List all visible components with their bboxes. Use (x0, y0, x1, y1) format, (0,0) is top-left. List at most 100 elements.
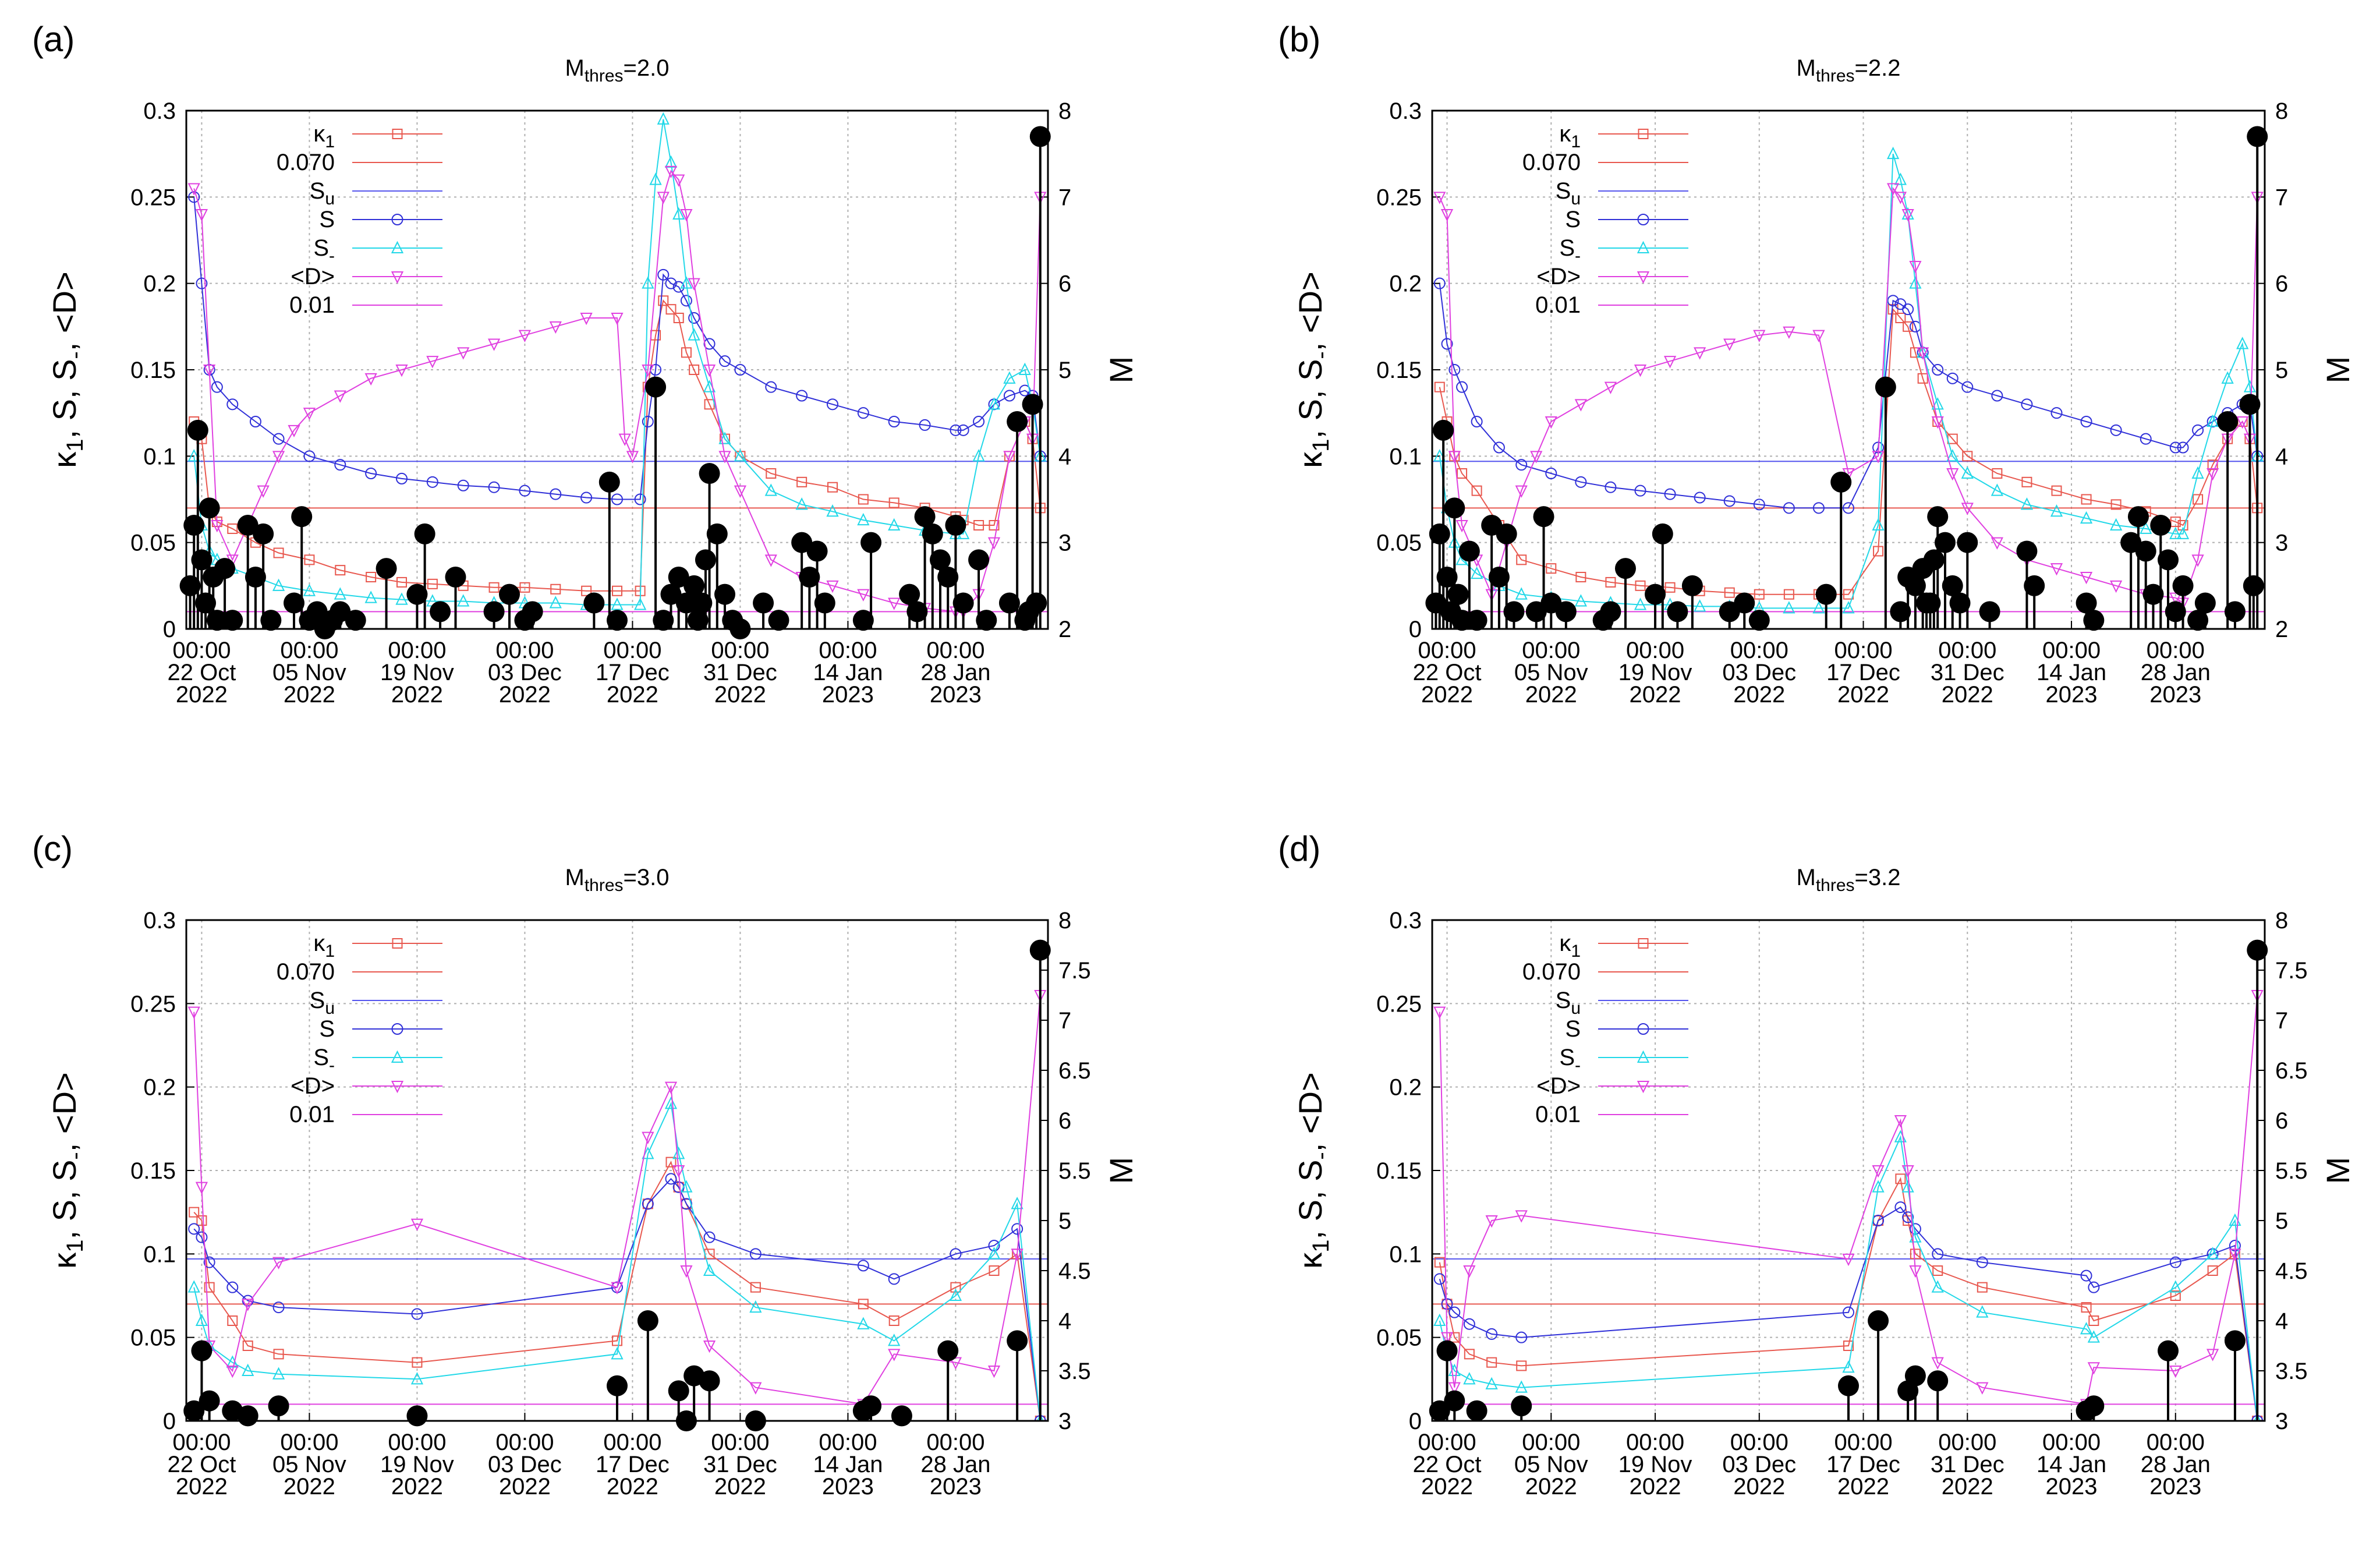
stem-point (1451, 610, 1473, 631)
data-point (1448, 364, 1461, 376)
x-tick-label: 2023 (822, 682, 874, 708)
data-point (1441, 338, 1453, 350)
stem-point (930, 549, 951, 571)
data-point (395, 592, 408, 605)
x-tick-label: 00:00 (711, 1430, 769, 1455)
x-tick-label: 2022 (1630, 682, 1681, 708)
data-point (549, 596, 562, 609)
series-circle (188, 191, 1046, 505)
data-point (734, 485, 747, 498)
y-tick-label: 0.1 (143, 444, 176, 469)
x-tick-label: 00:00 (2042, 1430, 2101, 1455)
data-point (1843, 1341, 1854, 1351)
x-tick-label: 2022 (1733, 682, 1785, 708)
data-point (2021, 398, 2033, 411)
data-point (211, 381, 223, 393)
data-point (272, 1257, 285, 1269)
data-point (366, 572, 377, 582)
x-tick-label: 19 Nov (1618, 1452, 1692, 1477)
data-point (2080, 511, 2093, 524)
data-point (1485, 1215, 1498, 1228)
x-tick-label: 19 Nov (380, 1452, 454, 1477)
data-point (426, 356, 439, 369)
data-point (1455, 520, 1468, 533)
data-point (1441, 1298, 1453, 1310)
stem-point (1949, 592, 1971, 614)
stem-point (1433, 419, 1454, 441)
data-point (857, 407, 869, 419)
stem-point (330, 601, 351, 623)
stem-point (406, 1405, 428, 1427)
panel-label: (a) (32, 20, 75, 59)
y2-tick-label: 5 (1058, 1208, 1071, 1234)
data-point (334, 390, 346, 403)
stem-point (660, 583, 682, 605)
data-point (2170, 517, 2181, 528)
data-point (1753, 498, 1765, 511)
stem-point (1681, 575, 1703, 596)
data-point (1433, 1273, 1446, 1285)
x-tick-label: 00:00 (1418, 1430, 1476, 1455)
x-tick-label: 2022 (176, 682, 228, 708)
x-tick-label: 05 Nov (1514, 660, 1588, 685)
data-point (919, 419, 931, 431)
data-point (987, 537, 1001, 550)
data-point (1723, 338, 1736, 351)
data-point (1873, 546, 1884, 557)
x-tick-label: 2022 (1630, 1474, 1681, 1499)
chart-title: Mthres=2.0 (565, 55, 670, 86)
stem-point (1444, 1390, 1465, 1412)
data-point (634, 597, 647, 610)
data-point (1516, 554, 1527, 565)
data-point (1976, 1382, 1989, 1395)
data-point (2236, 416, 2249, 429)
data-point (2169, 441, 2181, 454)
y2-tick-label: 4 (2275, 444, 2288, 469)
stem-point (2083, 610, 2105, 631)
plot-area (1432, 146, 2265, 614)
data-point (1464, 1349, 1475, 1360)
stem-point (1904, 1365, 1926, 1387)
y2-axis-label: M (1103, 1157, 1139, 1184)
stem-point (1447, 583, 1469, 605)
stem-point (607, 1375, 628, 1396)
x-tick-label: 03 Dec (1722, 1452, 1796, 1477)
y2-tick-label: 6 (1058, 1108, 1071, 1134)
data-point (1433, 277, 1446, 289)
x-tick-label: 00:00 (819, 638, 877, 663)
stem-point (430, 601, 451, 623)
data-point (204, 1282, 215, 1293)
legend-label: S- (313, 235, 335, 266)
stem-point (791, 532, 813, 553)
data-point (750, 1282, 761, 1293)
x-tick-label: 22 Oct (168, 660, 236, 685)
x-tick-label: 31 Dec (1931, 660, 2004, 685)
legend-label: <D> (1536, 264, 1581, 289)
y2-axis-label: M (2319, 1157, 2356, 1184)
stem-point (1022, 394, 1043, 415)
legend: κ10.070 SuS S-<D> 0.01 (1522, 121, 1688, 318)
data-point (488, 582, 500, 593)
data-point (2110, 580, 2123, 593)
stem-point (753, 592, 774, 614)
data-point (1843, 1306, 1854, 1318)
data-point (826, 580, 839, 593)
data-point (680, 209, 693, 222)
y-tick-label: 0.15 (1376, 358, 1422, 383)
data-point (664, 1097, 678, 1109)
data-point (688, 328, 700, 341)
data-point (488, 481, 500, 493)
data-point (642, 276, 654, 289)
stem-point (214, 558, 236, 579)
data-point (857, 589, 870, 602)
x-tick-label: 17 Dec (596, 1452, 670, 1477)
x-tick-label: 00:00 (819, 1430, 877, 1455)
data-point (688, 278, 700, 291)
data-point (427, 578, 438, 589)
data-point (1783, 601, 1795, 614)
x-tick-label: 2023 (2149, 682, 2201, 708)
data-point (257, 485, 270, 498)
data-point (1903, 321, 1914, 332)
data-point (2081, 494, 2092, 505)
